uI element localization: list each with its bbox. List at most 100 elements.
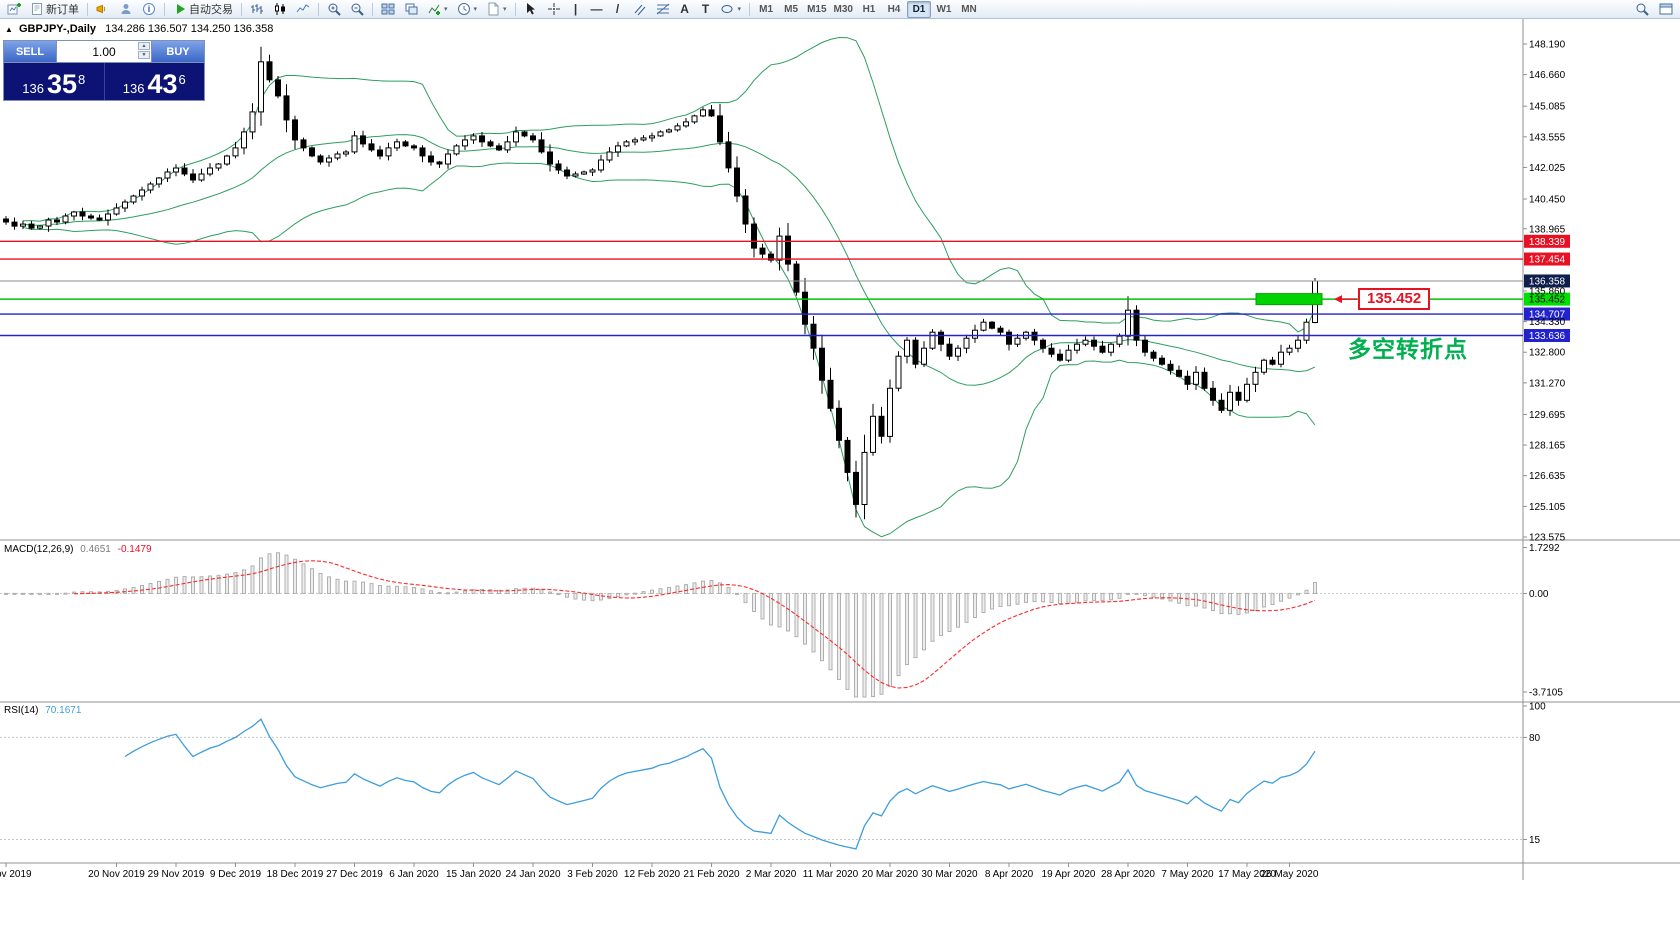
vertical-line-button[interactable]: | <box>566 1 586 18</box>
svg-text:123.575: 123.575 <box>1529 533 1566 544</box>
auto-trading-button[interactable]: 自动交易 <box>169 1 237 18</box>
svg-text:8 Apr 2020: 8 Apr 2020 <box>985 869 1034 880</box>
macd-signal-value: -0.1479 <box>117 544 152 555</box>
svg-text:129.695: 129.695 <box>1529 410 1566 421</box>
sell-price-display[interactable]: 136 35 8 <box>4 63 104 100</box>
new-order-button[interactable]: 新订单 <box>26 1 83 18</box>
buy-price-display[interactable]: 136 43 6 <box>105 63 205 100</box>
svg-text:i: i <box>148 4 151 14</box>
rsi-value: 70.1671 <box>45 705 82 716</box>
profile-button[interactable] <box>115 1 137 18</box>
horizontal-levels[interactable] <box>0 240 1523 337</box>
buy-button[interactable]: BUY <box>152 41 204 62</box>
svg-text:15 Jan 2020: 15 Jan 2020 <box>446 869 501 880</box>
bar-chart-button[interactable] <box>246 1 268 18</box>
indicator-add-icon <box>427 2 441 16</box>
turning-point-annotation[interactable]: 多空转折点 <box>1348 336 1468 362</box>
svg-text:135.452: 135.452 <box>1529 295 1566 306</box>
svg-text:30 Mar 2020: 30 Mar 2020 <box>921 869 978 880</box>
sell-price-sup: 8 <box>78 72 86 87</box>
svg-text:134.330: 134.330 <box>1529 317 1566 328</box>
svg-text:136.358: 136.358 <box>1529 276 1566 287</box>
collapse-panel-icon[interactable]: ▲ <box>5 25 13 34</box>
profile-icon <box>119 2 133 16</box>
chart-window-button[interactable] <box>1655 1 1677 18</box>
templates-button[interactable]: ▾ <box>482 1 511 18</box>
svg-text:2 Mar 2020: 2 Mar 2020 <box>746 869 797 880</box>
svg-text:12 Feb 2020: 12 Feb 2020 <box>624 869 681 880</box>
svg-text:-3.7105: -3.7105 <box>1529 687 1563 698</box>
indicators-button[interactable]: ▾ <box>423 1 452 18</box>
bar-chart-icon <box>250 2 264 16</box>
chart-title: ▲ GBPJPY-,Daily 134.286 136.507 134.250 … <box>5 23 273 35</box>
line-chart-button[interactable] <box>292 1 314 18</box>
new-chart-icon <box>7 2 21 16</box>
shapes-button[interactable]: ▾ <box>717 1 746 18</box>
crosshair-button[interactable] <box>543 1 565 18</box>
template-icon <box>486 2 500 16</box>
timeframe-toolbar: M1 M5 M15 M30 H1 H4 D1 W1 MN <box>754 0 981 18</box>
svg-text:128.165: 128.165 <box>1529 441 1566 452</box>
timeframe-h1-button[interactable]: H1 <box>857 1 881 18</box>
timeframe-m15-button[interactable]: M15 <box>804 1 829 18</box>
svg-text:9 Dec 2019: 9 Dec 2019 <box>210 869 262 880</box>
zoom-out-button[interactable] <box>346 1 368 18</box>
volume-decrease-button[interactable]: ▼ <box>138 51 150 59</box>
svg-text:19 Apr 2020: 19 Apr 2020 <box>1042 869 1096 880</box>
svg-text:148.190: 148.190 <box>1529 40 1566 51</box>
candlestick-chart-button[interactable] <box>269 1 291 18</box>
timeframe-m1-button[interactable]: M1 <box>754 1 778 18</box>
timeframe-d1-button[interactable]: D1 <box>906 0 931 18</box>
svg-text:100: 100 <box>1529 702 1546 713</box>
svg-text:138.339: 138.339 <box>1529 237 1566 248</box>
info-button[interactable]: i <box>138 1 160 18</box>
svg-text:126.635: 126.635 <box>1529 471 1566 482</box>
fibonacci-button[interactable] <box>652 1 674 18</box>
profiles-button[interactable]: ▾ <box>453 1 482 18</box>
macd-pane <box>0 552 1523 698</box>
trendline-button[interactable]: / <box>608 1 628 18</box>
macd-main-value: 0.4651 <box>80 544 111 555</box>
timeframe-m30-button[interactable]: M30 <box>831 1 856 18</box>
timeframe-mn-button[interactable]: MN <box>957 1 981 18</box>
ellipse-icon <box>721 2 735 16</box>
horizontal-line-button[interactable]: — <box>587 1 607 18</box>
volume-increase-button[interactable]: ▲ <box>138 42 150 50</box>
timeframe-w1-button[interactable]: W1 <box>932 1 956 18</box>
cursor-button[interactable] <box>520 1 542 18</box>
volume-field[interactable]: 1.00 ▲ ▼ <box>56 41 152 62</box>
toolbar-separator <box>164 2 165 16</box>
new-chart-button[interactable] <box>3 1 25 18</box>
price-axis[interactable]: 138.339 137.454 136.358 135.452 134.707 133.6… <box>1523 40 1570 846</box>
sell-button[interactable]: SELL <box>4 41 56 62</box>
toolbar-separator <box>372 2 373 16</box>
price-callout-label[interactable]: 135.452 <box>1358 288 1431 311</box>
macd-name: MACD(12,26,9) <box>4 544 74 555</box>
ohlc-values: 134.286 136.507 134.250 136.358 <box>105 23 274 35</box>
dropdown-caret: ▾ <box>473 6 478 13</box>
announcement-button[interactable] <box>92 1 114 18</box>
symbol-search-button[interactable] <box>1631 1 1653 18</box>
svg-text:125.105: 125.105 <box>1529 502 1566 513</box>
crosshair-icon <box>547 2 561 16</box>
toolbar-separator <box>241 2 242 16</box>
toolbar-separator <box>749 2 751 16</box>
candlestick-icon <box>273 2 287 16</box>
buy-price-prefix: 136 <box>122 80 145 96</box>
text-button[interactable]: A <box>675 1 695 18</box>
zoom-in-icon <box>327 2 341 16</box>
candlesticks[interactable] <box>3 46 1318 520</box>
label-button[interactable]: T <box>696 1 716 18</box>
svg-text:145.085: 145.085 <box>1529 102 1566 113</box>
tile-windows-button[interactable] <box>377 1 399 18</box>
svg-text:131.270: 131.270 <box>1529 378 1566 389</box>
channel-button[interactable] <box>629 1 651 18</box>
horn-icon <box>96 2 110 16</box>
timeframe-h4-button[interactable]: H4 <box>882 1 906 18</box>
svg-text:133.636: 133.636 <box>1529 331 1566 342</box>
cascade-windows-button[interactable] <box>400 1 422 18</box>
timeframe-m5-button[interactable]: M5 <box>779 1 803 18</box>
zoom-in-button[interactable] <box>323 1 345 18</box>
